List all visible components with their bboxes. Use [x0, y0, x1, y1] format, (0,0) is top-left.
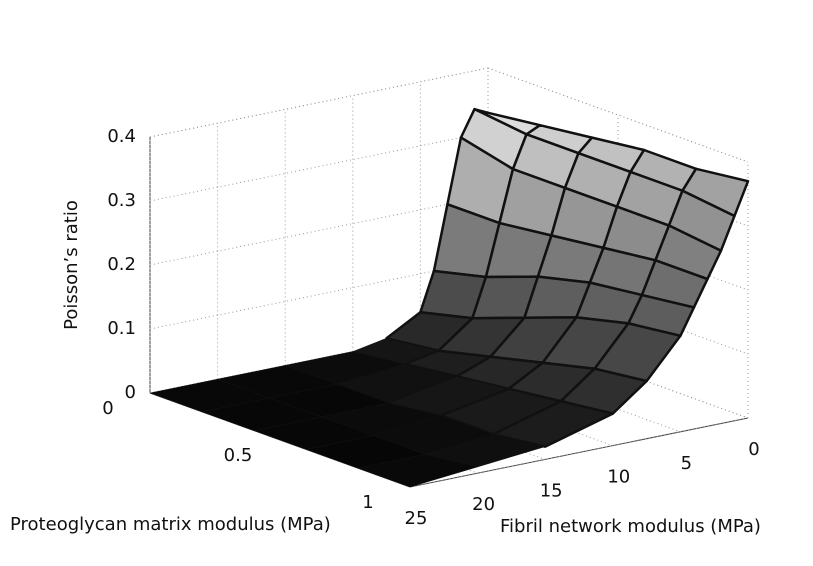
y-tick-label: 0	[748, 439, 759, 460]
grid-line	[409, 417, 749, 488]
grid-line	[149, 195, 489, 266]
x-tick-label: 0.5	[224, 445, 253, 466]
grid-line	[149, 131, 489, 202]
z-tick-label: 0.3	[107, 190, 136, 211]
y-tick-label: 5	[681, 453, 692, 474]
x-axis-label: Proteoglycan matrix modulus (MPa)	[10, 514, 331, 535]
y-tick-label: 20	[472, 494, 495, 515]
surface-patch	[357, 454, 478, 488]
y-axis-label: Fibril network modulus (MPa)	[500, 516, 761, 537]
grid-line	[149, 259, 489, 330]
grid-line	[149, 67, 489, 138]
y-tick-label: 25	[405, 508, 428, 529]
z-tick-label: 0.2	[107, 254, 136, 275]
x-tick-label: 1	[362, 492, 373, 513]
z-tick-label: 0	[125, 382, 136, 403]
x-tick-label: 0	[102, 398, 113, 419]
y-tick-label: 15	[540, 480, 563, 501]
z-axis-label: Poisson’s ratio	[61, 200, 82, 330]
y-tick-label: 10	[607, 467, 630, 488]
z-tick-label: 0.1	[107, 318, 136, 339]
z-tick-label: 0.4	[107, 126, 136, 147]
